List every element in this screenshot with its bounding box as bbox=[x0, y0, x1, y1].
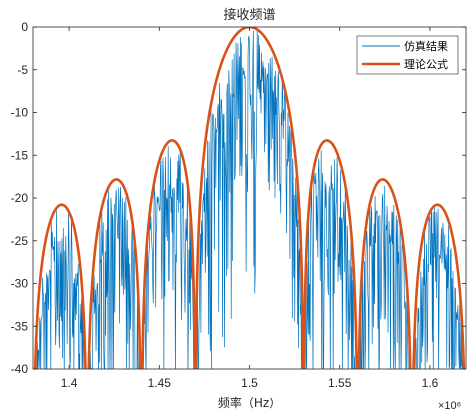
y-tick-label: -20 bbox=[11, 191, 29, 205]
y-tick-label: -25 bbox=[11, 234, 29, 248]
x-tick-label: 1.4 bbox=[61, 376, 78, 390]
legend-label-simulation: 仿真结果 bbox=[404, 39, 448, 53]
x-tick-label: 1.55 bbox=[328, 376, 352, 390]
watermark: CSDN @【杨（_> <_)】 bbox=[258, 387, 408, 402]
simulation-line bbox=[36, 29, 463, 369]
x-axis-label: 频率（Hz） bbox=[218, 395, 281, 410]
y-tick-label: -40 bbox=[11, 362, 29, 376]
x-tick-label: 1.45 bbox=[148, 376, 172, 390]
y-tick-label: -15 bbox=[11, 148, 29, 162]
y-tick-label: -30 bbox=[11, 277, 29, 291]
y-tick-label: -5 bbox=[17, 63, 28, 77]
legend-box bbox=[356, 35, 459, 75]
series-theory bbox=[33, 27, 466, 369]
y-tick-label: -10 bbox=[11, 106, 29, 120]
legend-label-theory: 理论公式 bbox=[404, 57, 448, 71]
theory-line bbox=[33, 27, 466, 369]
series-simulation bbox=[36, 29, 463, 369]
legend: 仿真结果 理论公式 bbox=[356, 35, 459, 75]
y-tick-label: 0 bbox=[21, 20, 28, 34]
chart-title: 接收频谱 bbox=[223, 7, 275, 23]
x-tick-label: 1.6 bbox=[422, 376, 439, 390]
x-tick-label: 1.5 bbox=[241, 376, 258, 390]
y-tick-label: -35 bbox=[11, 319, 29, 333]
x-axis-multiplier: ×10⁶ bbox=[438, 400, 461, 412]
y-axis: 0 -5 -10 -15 -20 -25 -30 -35 -40 bbox=[11, 20, 466, 376]
x-axis: 1.4 1.45 1.5 1.55 1.6 bbox=[61, 27, 439, 390]
